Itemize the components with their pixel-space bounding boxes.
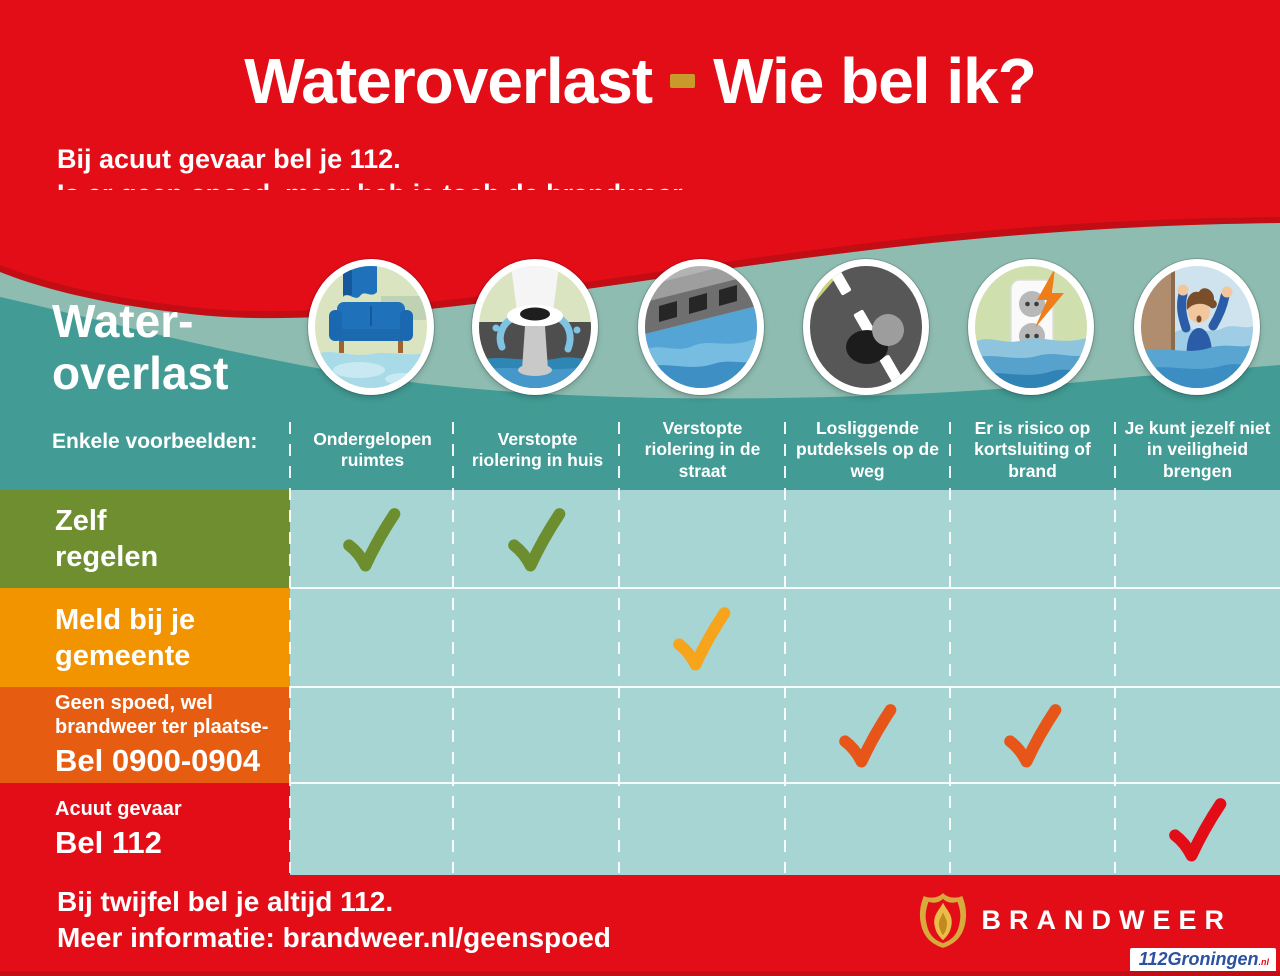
section-heading-line: Water-	[52, 295, 194, 347]
poster-title: Wateroverlast Wie bel ik?	[0, 44, 1280, 118]
column-divider	[1114, 422, 1116, 873]
credit-suffix: .nl	[1258, 957, 1270, 967]
footer-line: Bij twijfel bel je altijd 112.	[57, 886, 394, 917]
check-icon	[1165, 793, 1229, 865]
short-circuit-outlet-icon	[968, 259, 1094, 395]
flooded-street-drain-icon	[638, 259, 764, 395]
column-header-label: Ondergelopen ruimtes	[313, 428, 432, 471]
row-label-geen-spoed: Geen spoed, wel brandweer ter plaatse- B…	[0, 687, 290, 783]
flooded-room-icon	[308, 259, 434, 395]
row-label-phone: Bel 0900-0904	[55, 743, 261, 778]
column-header: Ondergelopen ruimtes	[290, 410, 455, 490]
section-heading: Water- overlast	[52, 295, 228, 399]
column-header: Je kunt jezelf niet in veiligheid brenge…	[1115, 410, 1280, 490]
row-label-line: regelen	[55, 541, 159, 573]
column-header: Er is risico op kortsluiting of brand	[950, 410, 1115, 490]
check-icon	[504, 503, 568, 575]
column-header: Verstopte riolering in de straat	[620, 410, 785, 490]
row-label-subline: Acuut gevaar	[55, 798, 182, 820]
row-label-acuut-gevaar: Acuut gevaar Bel 112	[0, 783, 290, 875]
person-in-danger-icon	[1134, 259, 1260, 395]
poster-title-right: Wie bel ik?	[713, 45, 1037, 117]
column-header-label: Er is risico op kortsluiting of brand	[974, 417, 1091, 481]
column-header-label: Verstopte riolering in huis	[471, 428, 604, 471]
bottom-edge-strip	[0, 971, 1280, 976]
brandweer-wordmark: BRANDWEER	[981, 904, 1232, 935]
brandweer-logo: BRANDWEER	[918, 891, 1233, 949]
brandweer-flame-icon	[919, 893, 966, 948]
examples-label: Enkele voorbeelden:	[52, 430, 258, 453]
credit-text: 112Groningen	[1138, 949, 1259, 969]
row-label-meld-gemeente: Meld bij je gemeente	[0, 588, 290, 687]
column-divider	[784, 422, 786, 873]
row-label-line: Meld bij je	[55, 603, 196, 636]
row-label-line: gemeente	[55, 639, 191, 672]
overflowing-toilet-icon	[472, 259, 598, 395]
intro-line: Bij acuut gevaar bel je 112.	[57, 144, 401, 174]
poster-title-left: Wateroverlast	[244, 45, 653, 117]
credit-badge: 112Groningen.nl	[1129, 948, 1276, 973]
row-labels: Zelf regelen Meld bij je gemeente Geen s…	[0, 490, 290, 875]
column-header-label: Losliggende putdeksels op de weg	[796, 417, 939, 481]
column-divider	[949, 422, 951, 873]
column-divider	[618, 422, 620, 873]
footer-text: Bij twijfel bel je altijd 112. Meer info…	[57, 884, 611, 956]
column-header-label: Je kunt jezelf niet in veiligheid brenge…	[1124, 417, 1271, 481]
footer-link-text: Meer informatie: brandweer.nl/geenspoed	[57, 922, 611, 953]
loose-manhole-icon	[803, 259, 929, 395]
check-icon	[1000, 699, 1064, 771]
check-icon	[669, 602, 733, 674]
row-label-subline: brandweer ter plaatse-	[55, 716, 269, 738]
footer: Bij twijfel bel je altijd 112. Meer info…	[0, 875, 1280, 976]
check-icon	[339, 503, 403, 575]
column-divider	[289, 422, 291, 873]
row-label-subline: Geen spoed, wel	[55, 692, 213, 714]
column-header: Losliggende putdeksels op de weg	[785, 410, 950, 490]
section-heading-line: overlast	[52, 347, 229, 399]
row-label-zelf-regelen: Zelf regelen	[0, 490, 290, 588]
column-headers: Ondergelopen ruimtes Verstopte riolering…	[290, 410, 1280, 490]
column-divider	[452, 422, 454, 873]
column-header: Verstopte riolering in huis	[455, 410, 620, 490]
check-icon	[835, 699, 899, 771]
column-header-label: Verstopte riolering in de straat	[644, 417, 761, 481]
row-label-phone: Bel 112	[55, 825, 162, 860]
title-dash-icon	[670, 74, 696, 88]
row-label-line: Zelf	[55, 505, 107, 537]
